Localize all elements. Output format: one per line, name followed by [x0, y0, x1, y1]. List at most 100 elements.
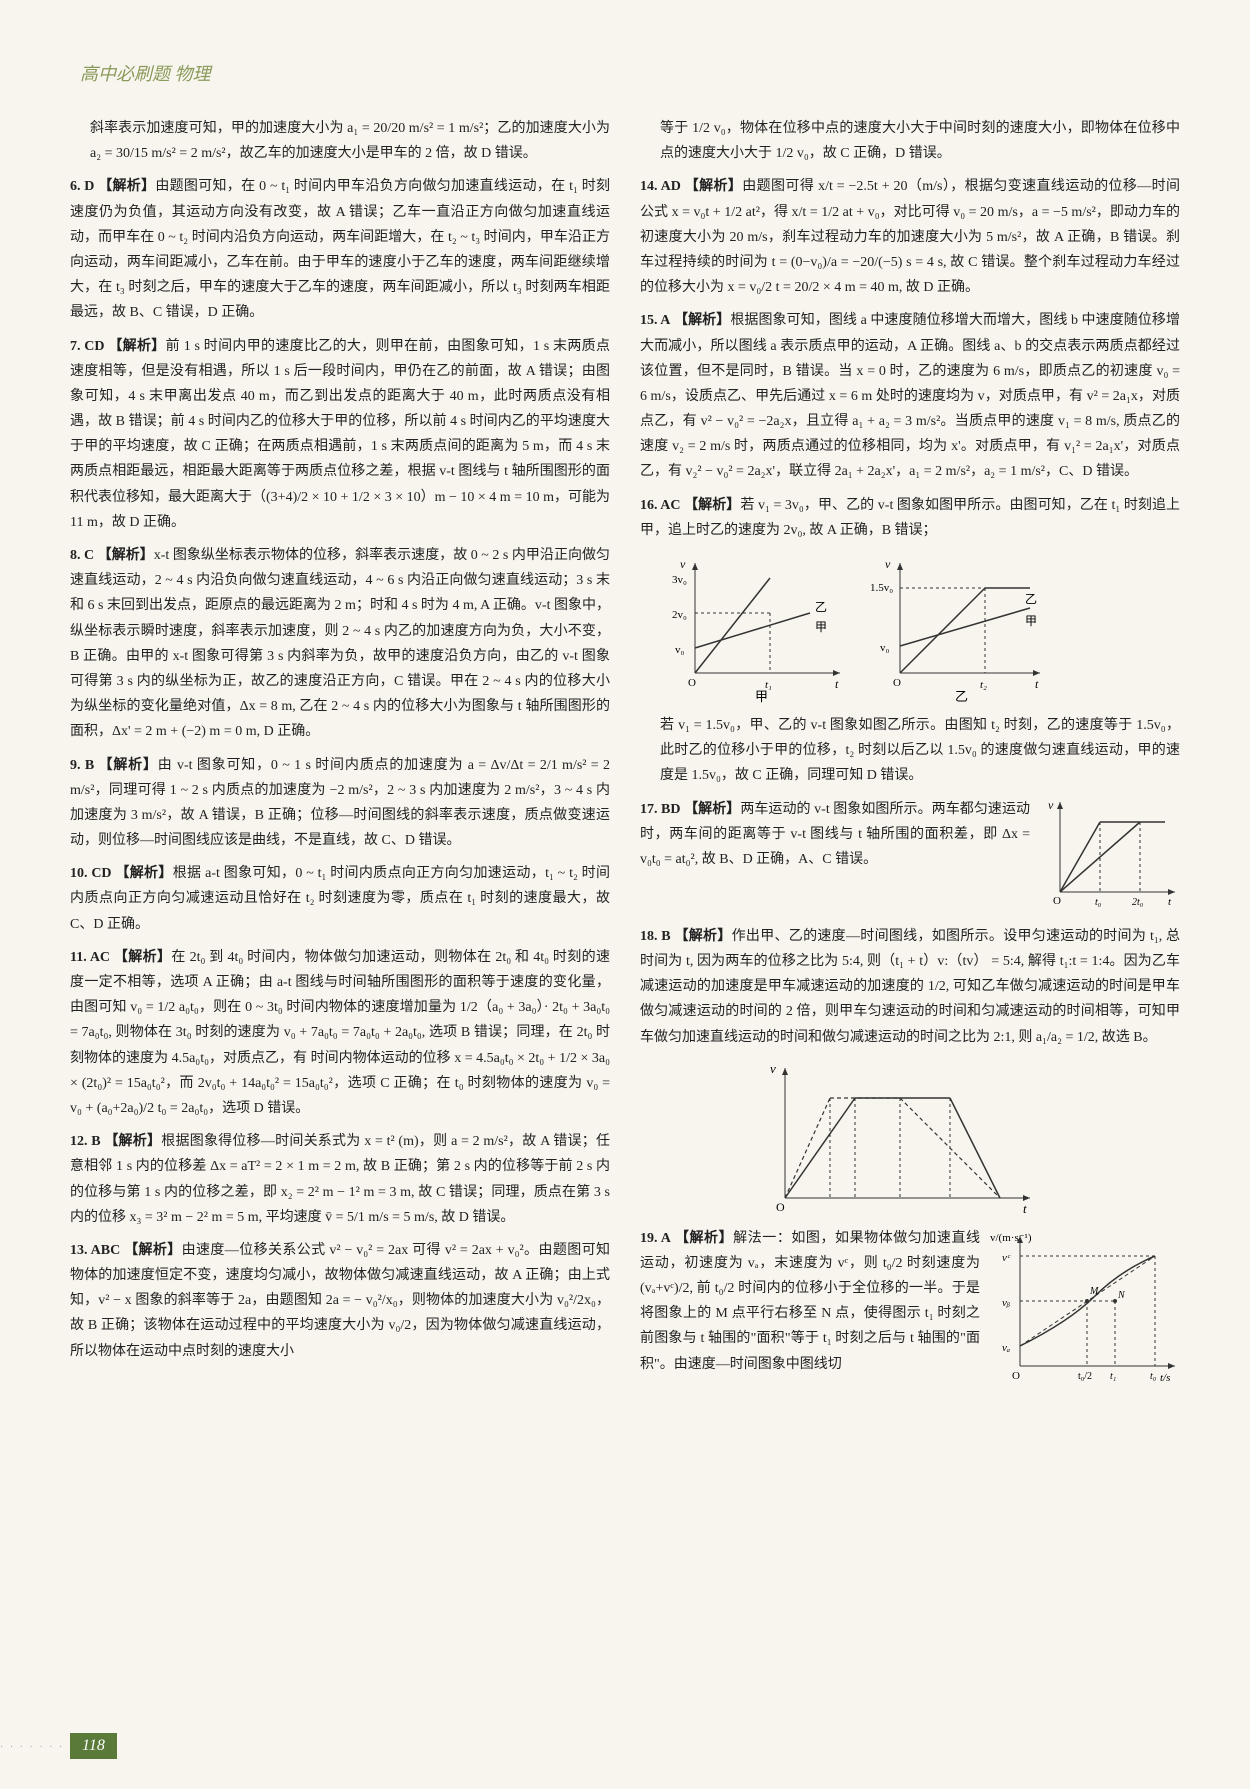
svg-text:2v₀: 2v₀	[672, 609, 687, 621]
q13-tag: 【解析】	[124, 1243, 182, 1258]
q16-continuation: 若 v₁ = 1.5v₀，甲、乙的 v-t 图象如图乙所示。由图知 t₂ 时刻，…	[640, 713, 1180, 789]
q15-number: 15. A	[640, 313, 670, 328]
svg-text:乙: 乙	[1025, 592, 1037, 606]
graph-jia-svg: v t 3v₀ 2v₀ v₀ O 乙 甲 t₁ 甲	[670, 553, 850, 703]
q13-continuation: 等于 1/2 v₀，物体在位移中点的速度大小大于中间时刻的速度大小，即物体在位移…	[640, 116, 1180, 166]
q16-tag: 【解析】	[684, 498, 740, 513]
q19: v/(m·s⁻¹) t/s O vₐ vᵦ vᶜ	[640, 1226, 1180, 1395]
q13-text: 由速度—位移关系公式 v² − v₀² = 2ax 可得 v² = 2ax + …	[70, 1243, 610, 1359]
svg-text:t₀/2: t₀/2	[1078, 1371, 1092, 1382]
q12: 12. B 【解析】根据图象得位移—时间关系式为 x = t² (m)，则 a …	[70, 1129, 610, 1230]
svg-text:t₂: t₂	[980, 679, 987, 691]
q14-text: 由题图可得 x/t = −2.5t + 20（m/s），根据匀变速直线运动的位移…	[640, 179, 1180, 295]
q17: v t O t₀ 2t₀ 17. BD 【解析】两车运动的 v-t 图象如图所示…	[640, 797, 1180, 916]
svg-text:甲: 甲	[1025, 614, 1037, 628]
svg-text:甲: 甲	[815, 620, 827, 634]
content-area: 斜率表示加速度可知，甲的加速度大小为 a₁ = 20/20 m/s² = 1 m…	[70, 116, 1180, 1403]
q18: 18. B 【解析】作出甲、乙的速度—时间图线，如图所示。设甲匀速运动的时间为 …	[640, 924, 1180, 1050]
svg-text:N: N	[1117, 1290, 1126, 1301]
q18-tag: 【解析】	[674, 929, 731, 944]
svg-text:v: v	[1048, 798, 1054, 812]
svg-text:vₐ: vₐ	[1002, 1342, 1010, 1354]
q8-tag: 【解析】	[98, 548, 154, 563]
q16-graphs: v t 3v₀ 2v₀ v₀ O 乙 甲 t₁ 甲	[670, 553, 1180, 703]
q7-tag: 【解析】	[108, 339, 165, 354]
svg-text:M: M	[1089, 1286, 1099, 1297]
svg-text:2t₀: 2t₀	[1132, 897, 1144, 907]
svg-text:乙: 乙	[815, 600, 827, 614]
q8: 8. C 【解析】x-t 图象纵坐标表示物体的位移，斜率表示速度，故 0 ~ 2…	[70, 543, 610, 745]
q11: 11. AC 【解析】在 2t₀ 到 4t₀ 时间内，物体做匀加速运动，则物体在…	[70, 945, 610, 1121]
q16: 16. AC 【解析】若 v₁ = 3v₀，甲、乙的 v-t 图象如图甲所示。由…	[640, 493, 1180, 543]
q9-number: 9. B	[70, 758, 94, 773]
q17-graph-svg: v t O t₀ 2t₀	[1040, 797, 1180, 907]
page-header: 高中必刷题 物理	[70, 60, 1180, 86]
q15: 15. A 【解析】根据图象可知，图线 a 中速度随位移增大而增大，图线 b 中…	[640, 308, 1180, 484]
svg-text:O: O	[688, 677, 696, 689]
graph-yi-svg: v t 1.5v₀ v₀ O 乙 甲 t₂ 乙	[870, 553, 1050, 703]
svg-text:v: v	[680, 557, 686, 571]
q7-text: 前 1 s 时间内甲的速度比乙的大，则甲在前，由图象可知，1 s 末两质点速度相…	[70, 339, 610, 530]
q7: 7. CD 【解析】前 1 s 时间内甲的速度比乙的大，则甲在前，由图象可知，1…	[70, 334, 610, 536]
svg-text:vᶜ: vᶜ	[1002, 1252, 1011, 1264]
q13: 13. ABC 【解析】由速度—位移关系公式 v² − v₀² = 2ax 可得…	[70, 1238, 610, 1364]
svg-text:t/s: t/s	[1160, 1372, 1170, 1384]
svg-text:乙: 乙	[955, 689, 968, 703]
q11-tag: 【解析】	[114, 950, 171, 965]
svg-text:v₀: v₀	[880, 642, 890, 654]
svg-text:t₁: t₁	[1110, 1371, 1116, 1382]
q11-text: 在 2t₀ 到 4t₀ 时间内，物体做匀加速运动，则物体在 2t₀ 和 4t₀ …	[70, 950, 610, 1116]
q13-number: 13. ABC	[70, 1243, 120, 1258]
q19-graph-svg: v/(m·s⁻¹) t/s O vₐ vᵦ vᶜ	[990, 1226, 1180, 1386]
q17-tag: 【解析】	[684, 802, 740, 817]
q6-number: 6. D	[70, 179, 94, 194]
q5-continuation: 斜率表示加速度可知，甲的加速度大小为 a₁ = 20/20 m/s² = 1 m…	[70, 116, 610, 166]
svg-text:O: O	[776, 1200, 785, 1214]
q16-graph-yi: v t 1.5v₀ v₀ O 乙 甲 t₂ 乙	[870, 553, 1050, 703]
svg-text:v/(m·s⁻¹): v/(m·s⁻¹)	[990, 1232, 1032, 1244]
q18-graph: v t O	[760, 1058, 1180, 1218]
q7-number: 7. CD	[70, 339, 105, 354]
q6-text: 由题图可知，在 0 ~ t₁ 时间内甲车沿负方向做匀加速直线运动，在 t₁ 时刻…	[70, 179, 610, 320]
svg-text:t: t	[1023, 1201, 1027, 1216]
q10-number: 10. CD	[70, 866, 112, 881]
svg-text:v₀: v₀	[675, 644, 685, 656]
q18-number: 18. B	[640, 929, 671, 944]
svg-text:v: v	[885, 557, 891, 571]
page-number: 118	[70, 1733, 117, 1759]
q9: 9. B 【解析】由 v-t 图象可知，0 ~ 1 s 时间内质点的加速度为 a…	[70, 753, 610, 854]
q15-tag: 【解析】	[674, 313, 730, 328]
q14-tag: 【解析】	[685, 179, 743, 194]
svg-text:3v₀: 3v₀	[672, 574, 687, 586]
q11-number: 11. AC	[70, 950, 110, 965]
svg-text:甲: 甲	[755, 689, 768, 703]
q18-text: 作出甲、乙的速度—时间图线，如图所示。设甲匀速运动的时间为 t₁, 总时间为 t…	[640, 929, 1180, 1045]
q9-tag: 【解析】	[99, 758, 158, 773]
q6: 6. D 【解析】由题图可知，在 0 ~ t₁ 时间内甲车沿负方向做匀加速直线运…	[70, 174, 610, 325]
svg-text:O: O	[1053, 895, 1061, 907]
right-column: 等于 1/2 v₀，物体在位移中点的速度大小大于中间时刻的速度大小，即物体在位移…	[640, 116, 1180, 1403]
q6-tag: 【解析】	[98, 179, 155, 194]
svg-text:O: O	[893, 677, 901, 689]
q16-graph-jia: v t 3v₀ 2v₀ v₀ O 乙 甲 t₁ 甲	[670, 553, 850, 703]
left-column: 斜率表示加速度可知，甲的加速度大小为 a₁ = 20/20 m/s² = 1 m…	[70, 116, 610, 1403]
svg-text:1.5v₀: 1.5v₀	[870, 582, 893, 594]
svg-text:t: t	[1035, 677, 1039, 691]
svg-text:O: O	[1012, 1370, 1020, 1382]
svg-text:v: v	[770, 1061, 776, 1076]
q19-tag: 【解析】	[675, 1231, 733, 1246]
q10: 10. CD 【解析】根据 a-t 图象可知，0 ~ t₁ 时间内质点向正方向匀…	[70, 861, 610, 937]
q14-number: 14. AD	[640, 179, 681, 194]
svg-text:t₀: t₀	[1150, 1371, 1157, 1382]
svg-text:t: t	[1168, 896, 1172, 907]
q12-tag: 【解析】	[104, 1134, 161, 1149]
q17-number: 17. BD	[640, 802, 681, 817]
svg-text:t₀: t₀	[1095, 897, 1102, 907]
svg-text:t: t	[835, 677, 839, 691]
q18-graph-svg: v t O	[760, 1058, 1040, 1218]
q14: 14. AD 【解析】由题图可得 x/t = −2.5t + 20（m/s），根…	[640, 174, 1180, 300]
q15-text: 根据图象可知，图线 a 中速度随位移增大而增大，图线 b 中速度随位移增大而减小…	[640, 313, 1180, 479]
svg-text:vᵦ: vᵦ	[1002, 1297, 1010, 1309]
q8-text: x-t 图象纵坐标表示物体的位移，斜率表示速度，故 0 ~ 2 s 内甲沿正向做…	[70, 548, 610, 739]
q19-number: 19. A	[640, 1231, 671, 1246]
